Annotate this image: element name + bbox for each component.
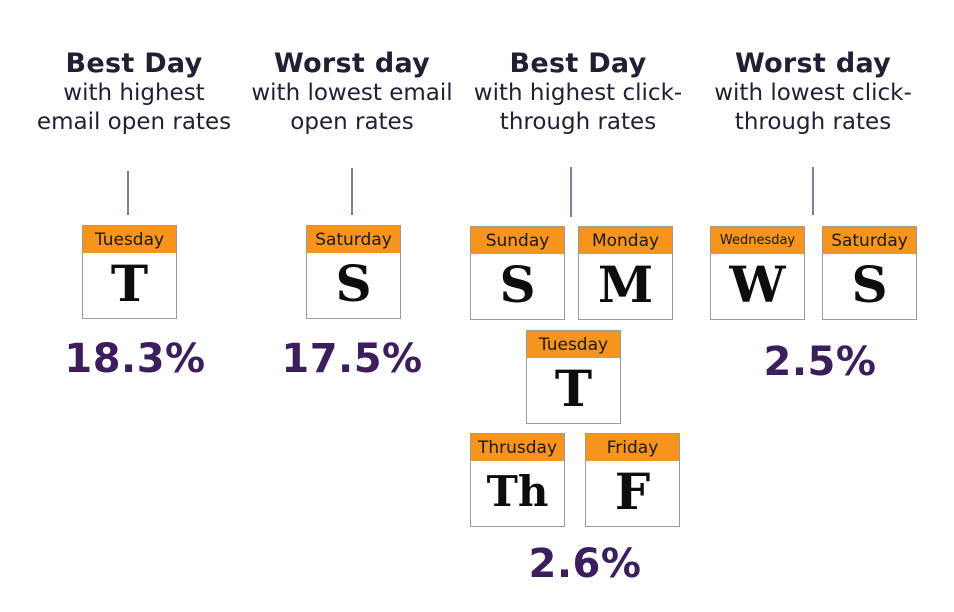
- connector-line: [351, 168, 353, 215]
- group-title: Best Day: [65, 48, 203, 79]
- day-card-header: Tuesday: [527, 331, 620, 358]
- value-best-open-rate: 18.3%: [64, 336, 206, 382]
- value-worst-open-rate: 17.5%: [281, 336, 423, 382]
- group-title: Best Day: [509, 48, 647, 79]
- day-card-saturday-ctr: Saturday S: [822, 226, 917, 320]
- group-header-worst-open: Worst day with lowest email open rates: [249, 48, 455, 137]
- day-card-letter: S: [851, 254, 888, 314]
- group-subtitle: with highest click-through rates: [473, 80, 683, 135]
- day-card-letter: S: [335, 253, 372, 313]
- day-card-header: Saturday: [823, 227, 916, 254]
- connector-line: [127, 171, 129, 215]
- day-card-letter: T: [110, 253, 149, 313]
- day-card-header: Sunday: [471, 227, 564, 254]
- group-header-best-ctr: Best Day with highest click-through rate…: [458, 48, 698, 137]
- value-worst-ctr: 2.5%: [763, 339, 877, 385]
- day-card-wednesday-ctr: Wednesday W: [710, 226, 805, 320]
- connector-line: [812, 167, 814, 215]
- group-title: Worst day: [273, 48, 431, 79]
- day-card-header: Friday: [586, 434, 679, 461]
- day-card-header: Tuesday: [83, 226, 176, 253]
- day-card-saturday-open: Saturday S: [306, 225, 401, 319]
- day-card-letter: T: [554, 358, 593, 418]
- group-title: Worst day: [734, 48, 892, 79]
- day-card-letter: S: [499, 254, 536, 314]
- connector-line: [570, 167, 572, 217]
- day-card-header: Thrusday: [471, 434, 564, 461]
- day-card-header: Saturday: [307, 226, 400, 253]
- day-card-header: Monday: [579, 227, 672, 254]
- day-card-tuesday-open: Tuesday T: [82, 225, 177, 319]
- group-subtitle: with lowest click-through rates: [714, 80, 912, 135]
- day-card-letter: M: [597, 254, 654, 314]
- day-card-letter: Th: [486, 466, 549, 516]
- value-best-ctr: 2.6%: [528, 541, 642, 587]
- group-header-best-open: Best Day with highest email open rates: [31, 48, 237, 137]
- day-card-sunday-ctr: Sunday S: [470, 226, 565, 320]
- group-subtitle: with lowest email open rates: [251, 80, 453, 135]
- day-card-header: Wednesday: [711, 227, 804, 254]
- day-card-thursday-ctr: Thrusday Th: [470, 433, 565, 527]
- day-card-tuesday-ctr: Tuesday T: [526, 330, 621, 424]
- day-card-letter: F: [614, 461, 651, 521]
- group-header-worst-ctr: Worst day with lowest click-through rate…: [693, 48, 933, 137]
- day-card-friday-ctr: Friday F: [585, 433, 680, 527]
- day-card-monday-ctr: Monday M: [578, 226, 673, 320]
- group-subtitle: with highest email open rates: [36, 80, 232, 135]
- day-card-letter: W: [729, 254, 786, 314]
